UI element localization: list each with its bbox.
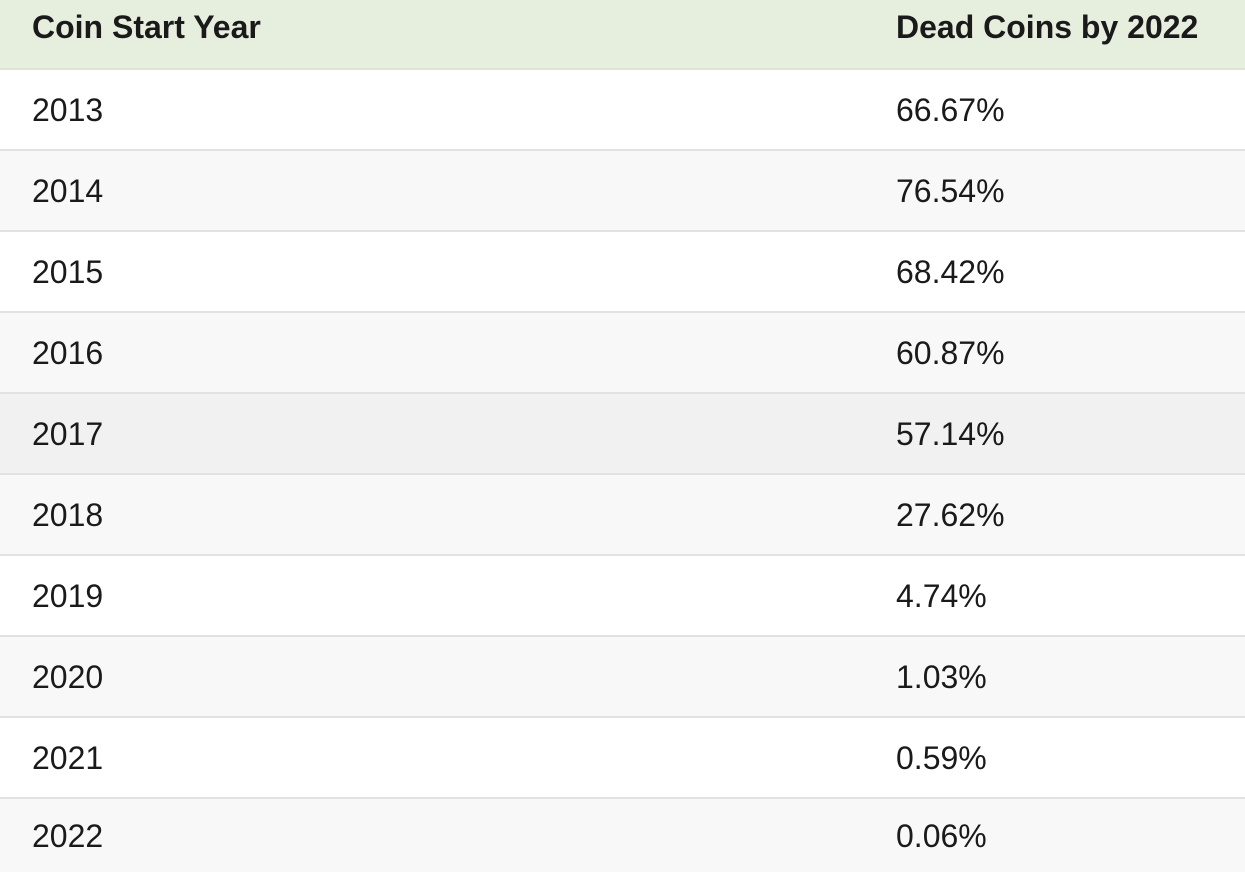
- year-cell: 2016: [32, 334, 104, 371]
- dead-coins-cell: 76.54%: [896, 172, 1005, 209]
- column-header-dead-coins: Dead Coins by 2022: [896, 9, 1199, 45]
- table-header-row: Coin Start Year Dead Coins by 2022: [0, 0, 1245, 70]
- year-cell: 2013: [32, 91, 104, 128]
- year-cell: 2018: [32, 496, 104, 533]
- dead-coins-cell: 27.62%: [896, 496, 1005, 533]
- table-row: 2019 4.74%: [0, 556, 1245, 637]
- table-row: 2018 27.62%: [0, 475, 1245, 556]
- dead-coins-cell: 60.87%: [896, 334, 1005, 371]
- year-cell: 2020: [32, 658, 104, 695]
- table-row: 2016 60.87%: [0, 313, 1245, 394]
- year-cell: 2019: [32, 577, 104, 614]
- table-row: 2021 0.59%: [0, 718, 1245, 799]
- dead-coins-cell: 0.06%: [896, 817, 987, 854]
- dead-coins-cell: 1.03%: [896, 658, 987, 695]
- table-row: 2014 76.54%: [0, 151, 1245, 232]
- table-row: 2022 0.06%: [0, 799, 1245, 872]
- year-cell: 2021: [32, 739, 104, 776]
- year-cell: 2014: [32, 172, 104, 209]
- dead-coins-cell: 68.42%: [896, 253, 1005, 290]
- year-cell: 2015: [32, 253, 104, 290]
- dead-coins-cell: 0.59%: [896, 739, 987, 776]
- dead-coins-cell: 4.74%: [896, 577, 987, 614]
- table-row: 2013 66.67%: [0, 70, 1245, 151]
- dead-coins-cell: 57.14%: [896, 415, 1005, 452]
- year-cell: 2017: [32, 415, 104, 452]
- table-row: 2020 1.03%: [0, 637, 1245, 718]
- column-header-coin-start-year: Coin Start Year: [32, 9, 261, 45]
- year-cell: 2022: [32, 817, 104, 854]
- dead-coins-cell: 66.67%: [896, 91, 1005, 128]
- table-row: 2015 68.42%: [0, 232, 1245, 313]
- table-row: 2017 57.14%: [0, 394, 1245, 475]
